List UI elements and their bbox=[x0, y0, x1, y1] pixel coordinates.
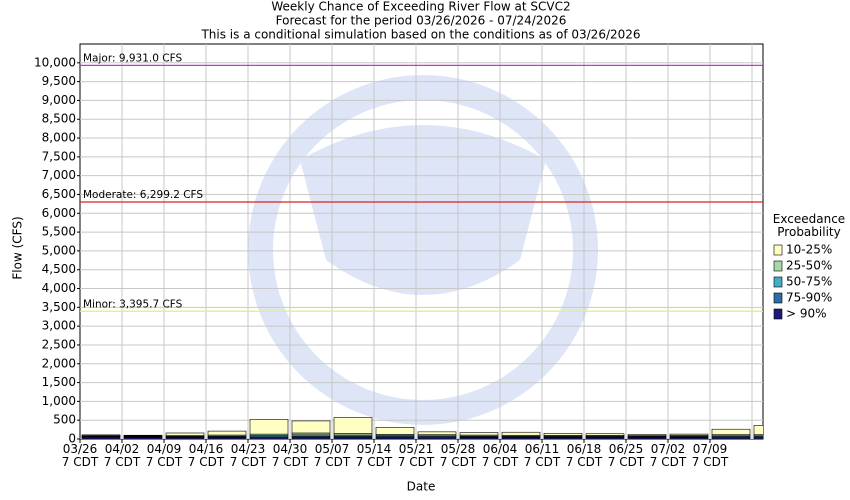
y-tick-label: 10,000 bbox=[34, 55, 76, 69]
bar-segment bbox=[669, 433, 709, 436]
y-tick-label: 7,000 bbox=[42, 168, 76, 182]
plot-area bbox=[79, 43, 764, 440]
legend-label: > 90% bbox=[786, 307, 827, 321]
bar-segment bbox=[753, 437, 763, 439]
legend-swatch bbox=[773, 244, 783, 256]
bar-segment bbox=[753, 436, 763, 438]
y-tick-label: 1,000 bbox=[42, 394, 76, 408]
legend-label: 75-90% bbox=[786, 291, 832, 305]
x-tick-label: 05/21 7 CDT bbox=[397, 442, 435, 469]
chart-subtitle: Forecast for the period 03/26/2026 - 07/… bbox=[276, 14, 567, 28]
y-tick-label: 2,500 bbox=[42, 337, 76, 351]
chart-note: This is a conditional simulation based o… bbox=[200, 28, 640, 42]
chart-title: Weekly Chance of Exceeding River Flow at… bbox=[271, 0, 570, 14]
x-tick-label: 05/14 7 CDT bbox=[355, 442, 393, 469]
bar-segment bbox=[753, 425, 763, 435]
bar-segment bbox=[459, 432, 499, 436]
x-tick-label: 04/30 7 CDT bbox=[271, 442, 309, 469]
bar-segment bbox=[627, 434, 667, 436]
y-tick-label: 8,000 bbox=[42, 131, 76, 145]
legend-swatch bbox=[773, 260, 783, 272]
y-tick-label: 2,000 bbox=[42, 356, 76, 370]
y-axis-label: Flow (CFS) bbox=[11, 216, 25, 279]
legend-swatch bbox=[773, 292, 783, 304]
legend-swatch bbox=[773, 276, 783, 288]
legend-title: Exceedance Probability bbox=[772, 212, 846, 239]
y-tick-label: 8,500 bbox=[42, 112, 76, 126]
bar-segment bbox=[81, 434, 121, 436]
y-tick-label: 500 bbox=[53, 413, 76, 427]
y-tick-label: 5,000 bbox=[42, 243, 76, 257]
y-tick-label: 9,500 bbox=[42, 74, 76, 88]
y-tick-label: 9,000 bbox=[42, 93, 76, 107]
x-tick-label: 04/23 7 CDT bbox=[229, 442, 267, 469]
bar-segment bbox=[417, 431, 457, 435]
bar-segment bbox=[501, 431, 541, 436]
bar-segment bbox=[753, 434, 763, 437]
bar-segment bbox=[585, 433, 625, 436]
threshold-label: Minor: 3,395.7 CFS bbox=[83, 298, 183, 310]
y-tick-label: 0 bbox=[68, 432, 76, 446]
x-tick-label: 05/28 7 CDT bbox=[439, 442, 477, 469]
legend-label: 10-25% bbox=[786, 243, 832, 257]
x-tick-label: 06/11 7 CDT bbox=[523, 442, 561, 469]
x-tick-label: 06/25 7 CDT bbox=[607, 442, 645, 469]
y-tick-label: 3,500 bbox=[42, 300, 76, 314]
bar-segment bbox=[249, 419, 289, 435]
x-tick-label: 07/09 7 CDT bbox=[691, 442, 729, 469]
y-tick-label: 5,500 bbox=[42, 225, 76, 239]
x-tick-label: 04/16 7 CDT bbox=[187, 442, 225, 469]
bar-segment bbox=[543, 433, 583, 436]
y-tick-label: 1,500 bbox=[42, 375, 76, 389]
x-tick-label: 03/26 7 CDT bbox=[61, 442, 99, 469]
y-tick-label: 4,000 bbox=[42, 281, 76, 295]
y-tick-label: 3,000 bbox=[42, 319, 76, 333]
x-tick-label: 04/09 7 CDT bbox=[145, 442, 183, 469]
x-tick-label: 06/18 7 CDT bbox=[565, 442, 603, 469]
y-tick-label: 6,000 bbox=[42, 206, 76, 220]
bar-segment bbox=[207, 430, 247, 436]
bar-segment bbox=[123, 434, 163, 437]
watermark bbox=[248, 75, 598, 425]
x-axis-label: Date bbox=[407, 480, 436, 494]
bar-segment bbox=[711, 428, 751, 435]
threshold-label: Moderate: 6,299.2 CFS bbox=[83, 189, 203, 201]
threshold-label: Major: 9,931.0 CFS bbox=[83, 52, 182, 64]
y-tick-label: 7,500 bbox=[42, 149, 76, 163]
y-tick-label: 6,500 bbox=[42, 187, 76, 201]
legend-label: 50-75% bbox=[786, 275, 832, 289]
bar-segment bbox=[291, 420, 331, 434]
x-tick-label: 04/02 7 CDT bbox=[103, 442, 141, 469]
y-tick-label: 4,500 bbox=[42, 262, 76, 276]
bar-segment bbox=[333, 417, 373, 434]
x-tick-label: 05/07 7 CDT bbox=[313, 442, 351, 469]
legend-swatch bbox=[773, 308, 783, 320]
bar-segment bbox=[375, 427, 415, 435]
legend-label: 25-50% bbox=[786, 259, 832, 273]
x-tick-label: 06/04 7 CDT bbox=[481, 442, 519, 469]
bar-segment bbox=[753, 435, 763, 438]
x-tick-label: 07/02 7 CDT bbox=[649, 442, 687, 469]
bar-segment bbox=[165, 432, 205, 436]
